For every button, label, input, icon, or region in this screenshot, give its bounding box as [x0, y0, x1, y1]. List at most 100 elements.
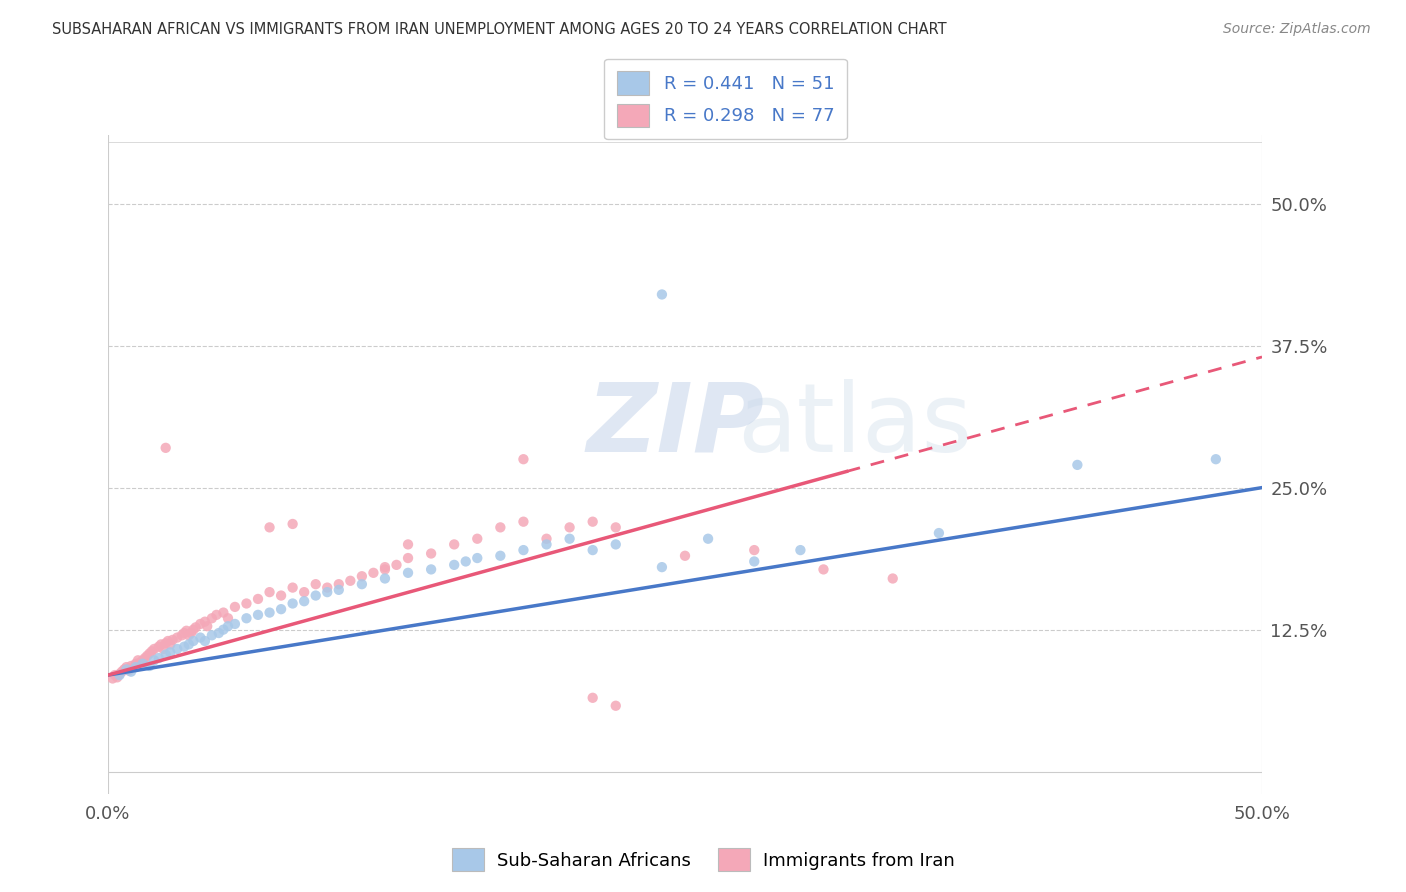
- Point: [328, 582, 350, 597]
- Point: [882, 572, 904, 586]
- Point: [148, 640, 170, 654]
- Point: [120, 659, 142, 673]
- Point: [101, 672, 124, 686]
- Point: [374, 562, 396, 576]
- Point: [396, 566, 419, 580]
- Point: [150, 637, 173, 651]
- Point: [1205, 452, 1227, 467]
- Point: [281, 516, 304, 531]
- Point: [789, 543, 811, 558]
- Point: [143, 642, 166, 657]
- Point: [155, 636, 177, 650]
- Point: [605, 520, 627, 534]
- Point: [673, 549, 696, 563]
- Point: [155, 441, 177, 455]
- Point: [582, 543, 605, 558]
- Point: [813, 562, 835, 576]
- Point: [316, 581, 339, 595]
- Point: [350, 569, 373, 583]
- Point: [162, 632, 184, 647]
- Point: [148, 651, 170, 665]
- Point: [224, 599, 246, 614]
- Point: [183, 634, 205, 648]
- Point: [129, 656, 152, 670]
- Point: [247, 607, 270, 622]
- Point: [184, 620, 207, 634]
- Point: [212, 606, 235, 620]
- Point: [582, 515, 605, 529]
- Point: [217, 611, 239, 625]
- Point: [166, 642, 188, 657]
- Point: [115, 660, 138, 674]
- Point: [131, 653, 153, 667]
- Point: [270, 602, 292, 616]
- Point: [217, 619, 239, 633]
- Point: [143, 653, 166, 667]
- Point: [141, 644, 163, 658]
- Point: [605, 537, 627, 551]
- Point: [443, 537, 465, 551]
- Point: [454, 554, 477, 568]
- Point: [697, 532, 720, 546]
- Point: [270, 589, 292, 603]
- Point: [305, 577, 328, 591]
- Point: [651, 287, 673, 301]
- Point: [742, 554, 765, 568]
- Point: [112, 662, 135, 676]
- Point: [155, 648, 177, 662]
- Point: [177, 637, 200, 651]
- Legend: R = 0.441   N = 51, R = 0.298   N = 77: R = 0.441 N = 51, R = 0.298 N = 77: [605, 59, 846, 139]
- Point: [235, 611, 257, 625]
- Point: [489, 520, 512, 534]
- Point: [1066, 458, 1088, 472]
- Point: [305, 589, 328, 603]
- Point: [247, 591, 270, 606]
- Point: [152, 642, 174, 657]
- Point: [396, 537, 419, 551]
- Point: [259, 520, 281, 534]
- Point: [536, 532, 558, 546]
- Point: [420, 547, 443, 561]
- Point: [194, 634, 217, 648]
- Point: [120, 665, 142, 679]
- Point: [350, 577, 373, 591]
- Point: [166, 631, 188, 645]
- Point: [125, 657, 148, 671]
- Point: [188, 616, 211, 631]
- Point: [292, 585, 315, 599]
- Point: [742, 543, 765, 558]
- Point: [131, 657, 153, 671]
- Point: [465, 532, 488, 546]
- Point: [420, 562, 443, 576]
- Point: [136, 648, 159, 663]
- Point: [159, 637, 181, 651]
- Point: [582, 690, 605, 705]
- Point: [281, 581, 304, 595]
- Point: [489, 549, 512, 563]
- Point: [212, 623, 235, 637]
- Point: [111, 665, 134, 679]
- Point: [363, 566, 385, 580]
- Point: [208, 626, 231, 640]
- Point: [170, 628, 193, 642]
- Point: [188, 631, 211, 645]
- Text: ZIP: ZIP: [586, 379, 765, 472]
- Point: [201, 628, 224, 642]
- Point: [512, 452, 534, 467]
- Point: [194, 615, 217, 629]
- Point: [105, 670, 128, 684]
- Point: [328, 577, 350, 591]
- Point: [180, 626, 202, 640]
- Point: [928, 526, 950, 541]
- Point: [177, 628, 200, 642]
- Point: [316, 585, 339, 599]
- Point: [104, 668, 127, 682]
- Point: [558, 520, 581, 534]
- Point: [183, 623, 205, 637]
- Point: [443, 558, 465, 572]
- Point: [134, 651, 156, 665]
- Text: Source: ZipAtlas.com: Source: ZipAtlas.com: [1223, 22, 1371, 37]
- Text: SUBSAHARAN AFRICAN VS IMMIGRANTS FROM IRAN UNEMPLOYMENT AMONG AGES 20 TO 24 YEAR: SUBSAHARAN AFRICAN VS IMMIGRANTS FROM IR…: [52, 22, 946, 37]
- Point: [115, 662, 138, 676]
- Point: [108, 668, 131, 682]
